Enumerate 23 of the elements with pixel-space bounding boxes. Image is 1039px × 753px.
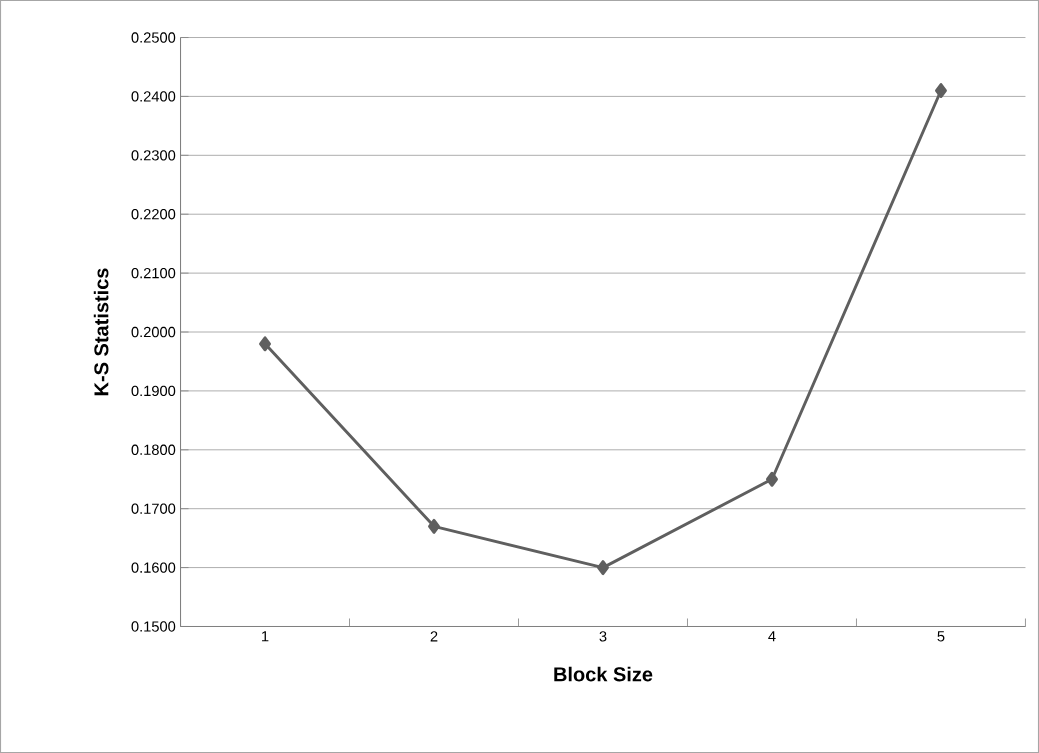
y-tick-label: 0.1500 [131, 621, 176, 632]
y-axis-title: K-S Statistics [93, 268, 109, 396]
point [428, 518, 440, 534]
x-tick-label: 2 [430, 631, 438, 642]
point [766, 471, 778, 487]
point [259, 336, 271, 352]
y-tick-label: 0.2400 [131, 91, 176, 102]
x-tick-label: 4 [768, 631, 776, 642]
y-tick-label: 0.1600 [131, 562, 176, 573]
y-tick-label: 0.2300 [131, 150, 176, 161]
y-tick-label: 0.2000 [131, 326, 176, 338]
point [935, 83, 947, 98]
x-tick-label: 3 [599, 631, 607, 642]
x-tick-label: 5 [937, 631, 945, 642]
y-tick-label: 0.1700 [131, 503, 176, 514]
x-tick-label: 1 [262, 631, 269, 642]
point [597, 560, 609, 576]
y-tick-label: 0.1900 [131, 385, 176, 397]
y-tick-label: 0.1800 [131, 444, 176, 455]
y-tick-label: 0.2200 [131, 209, 176, 220]
y-tick-label: 0.2100 [131, 267, 176, 279]
y-tick-label: 0.2500 [131, 32, 176, 43]
x-axis-title: Block Size [554, 666, 653, 682]
